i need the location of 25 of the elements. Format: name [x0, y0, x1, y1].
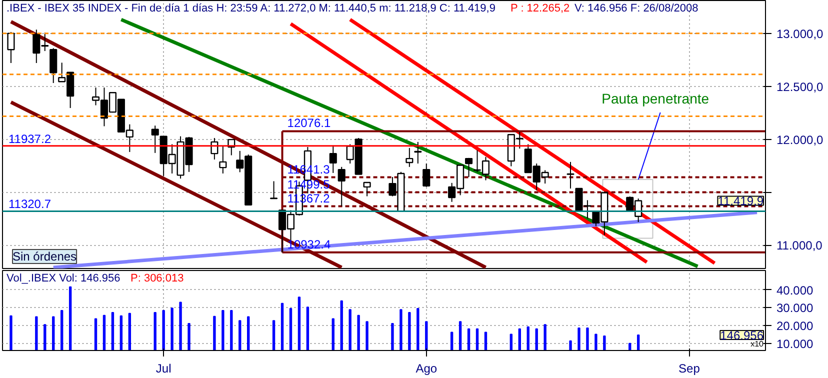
- annotation: Sin órdenes: [12, 250, 77, 264]
- annotation: 11.419,9: [718, 194, 764, 208]
- series-label: 10932.4: [287, 237, 331, 252]
- y-tick-label: 20.000: [776, 319, 814, 333]
- annotation: x10: [750, 340, 764, 348]
- y-tick-label: 10.000: [776, 336, 814, 351]
- chart-title: Vol_.IBEX Vol: 146.956: [6, 272, 120, 284]
- y-tick-label: 40.000: [776, 283, 814, 298]
- ref-line-label: 11320.7: [8, 197, 52, 212]
- chart-title: .IBEX - IBEX 35 INDEX - Fin de día 1 días H: 23:59 A: 11.272,0 M: 11.440,5 m: 11.218,9 C: 11.419,9: [6, 2, 496, 14]
- y-tick-label: 11.000,0: [776, 238, 823, 253]
- annotation: 146.956: [720, 328, 764, 342]
- ref-line-label: 11937.2: [8, 132, 52, 146]
- y-tick-label: 30.000: [776, 301, 814, 316]
- x-tick-label: Sep: [678, 362, 700, 376]
- annotation: Pauta penetrante: [602, 90, 710, 107]
- y-tick-label: 12.000,0: [776, 132, 824, 147]
- x-tick-label: Jul: [156, 362, 172, 376]
- chart-subtitle: P : 12.265,2: [510, 2, 570, 14]
- y-tick-label: 13.000,0: [776, 26, 824, 41]
- chart-subtitle: P: 306.013: [130, 272, 184, 284]
- y-tick-label: 12.500,0: [776, 80, 824, 94]
- annotation: V: 146.956 F: 26/08/2008: [574, 2, 698, 14]
- series-label: 12076.1: [287, 116, 331, 130]
- x-tick-label: Ago: [416, 362, 438, 376]
